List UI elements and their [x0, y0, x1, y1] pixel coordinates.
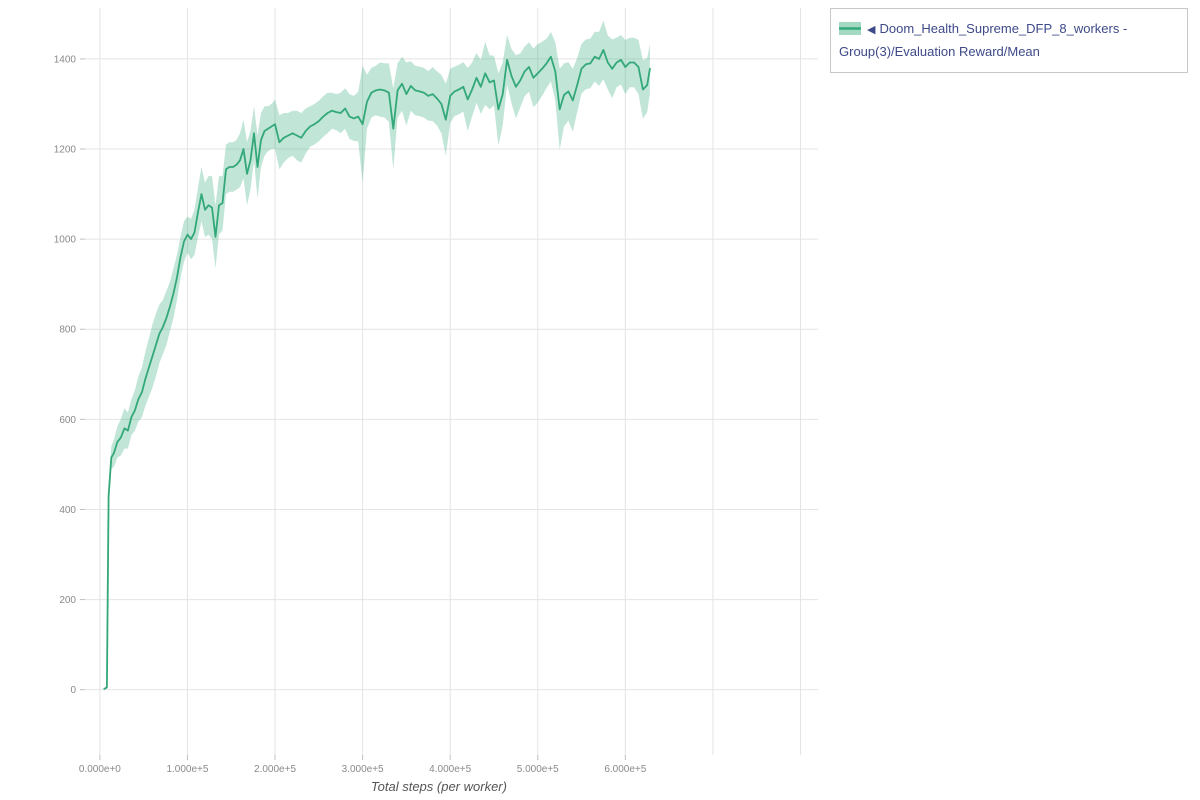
y-tick-label: 400 [59, 505, 76, 516]
y-tick-label: 1200 [54, 145, 77, 156]
y-tick-label: 1400 [54, 54, 77, 65]
legend[interactable]: ◀ Doom_Health_Supreme_DFP_8_workers - Gro… [830, 8, 1188, 73]
y-tick-label: 200 [59, 595, 76, 606]
legend-series-swatch [839, 20, 861, 41]
y-tick-label: 600 [59, 415, 76, 426]
y-tick-label: 1000 [54, 235, 77, 246]
y-tick-label: 800 [59, 325, 76, 336]
series-confidence-band [104, 20, 650, 690]
x-tick-label: 3.000e+5 [342, 764, 384, 775]
x-tick-label: 2.000e+5 [254, 764, 296, 775]
collapse-arrow-icon[interactable]: ◀ [867, 24, 876, 36]
x-tick-label: 1.000e+5 [166, 764, 208, 775]
y-tick-label: 0 [70, 685, 76, 696]
x-tick-label: 4.000e+5 [429, 764, 471, 775]
x-tick-label: 5.000e+5 [517, 764, 559, 775]
x-axis-title: Total steps (per worker) [371, 779, 507, 794]
x-tick-label: 0.000e+0 [79, 764, 121, 775]
legend-series-label: Doom_Health_Supreme_DFP_8_workers - Grou… [839, 21, 1128, 59]
x-tick-label: 6.000e+5 [604, 764, 646, 775]
series-mean-line [103, 49, 651, 690]
